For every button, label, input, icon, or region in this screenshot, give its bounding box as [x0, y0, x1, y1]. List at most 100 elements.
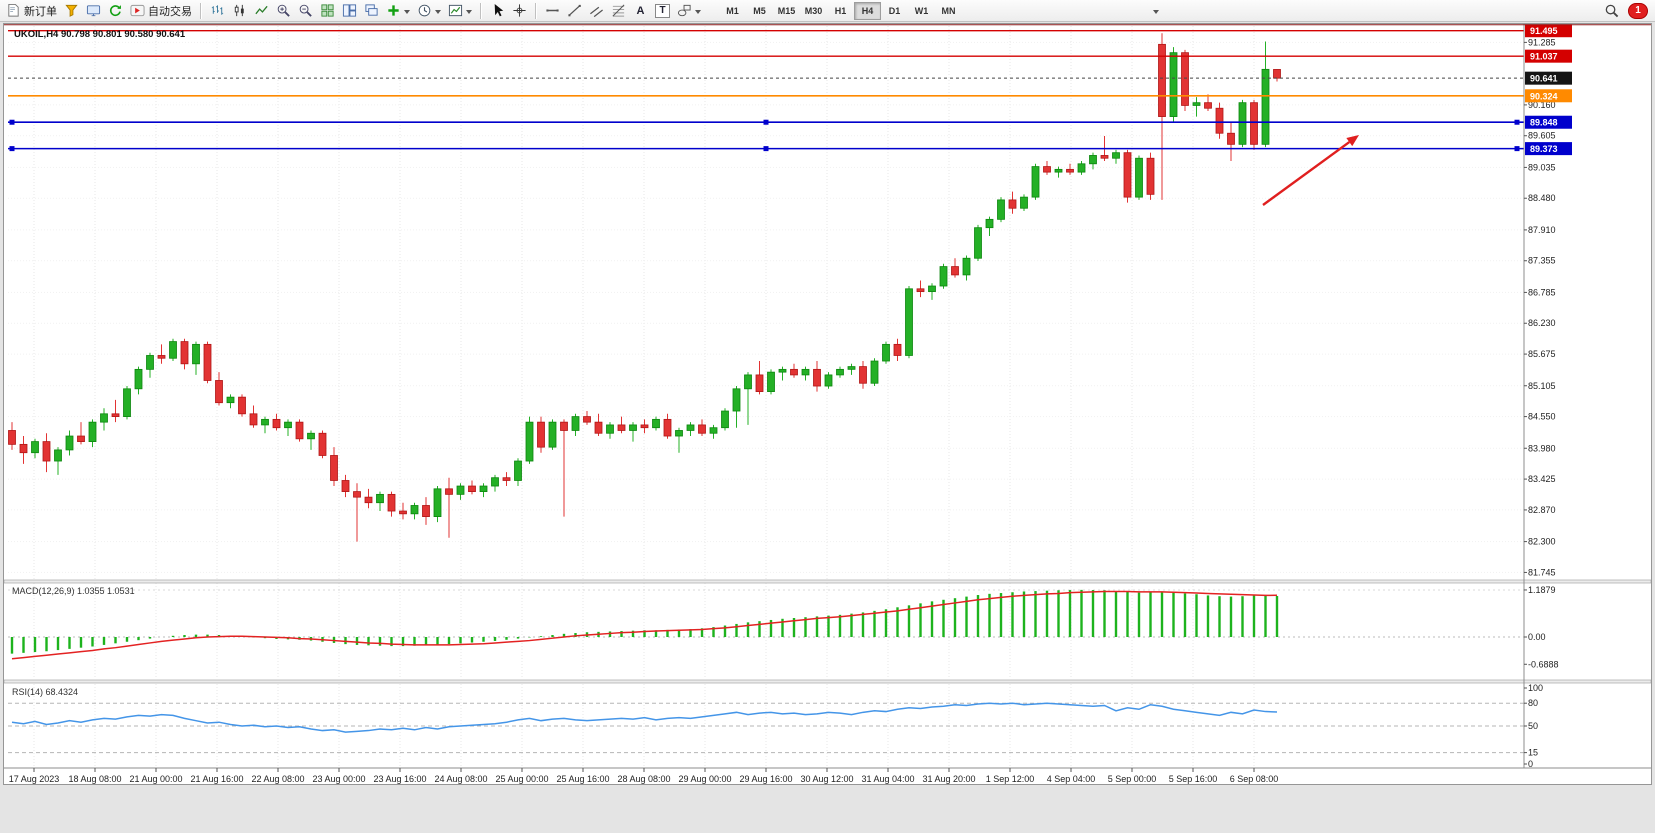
- candle: [732, 388, 741, 412]
- candle: [364, 496, 373, 504]
- price-axis-label: 86.230: [1528, 318, 1556, 328]
- candle: [1100, 155, 1109, 159]
- candle: [640, 424, 649, 429]
- arrow-annotation[interactable]: [1262, 135, 1359, 206]
- text-tool-button[interactable]: A: [630, 1, 651, 20]
- candle: [1146, 157, 1155, 195]
- timeframe-clock-icon: [418, 4, 431, 17]
- timeframe-button-M1[interactable]: M1: [719, 2, 746, 20]
- channel-icon: [590, 6, 603, 18]
- timeframe-button-W1[interactable]: W1: [908, 2, 935, 20]
- time-axis-label: 21 Aug 16:00: [190, 774, 243, 784]
- time-axis-label: 1 Sep 12:00: [986, 774, 1035, 784]
- toolbar-overflow-chevron[interactable]: [1153, 9, 1159, 17]
- pane-separator[interactable]: [4, 579, 1651, 584]
- pane-separator[interactable]: [4, 679, 1651, 684]
- candle: [1169, 52, 1178, 117]
- chart-canvas[interactable]: MACD(12,26,9) 1.0355 1.0531 RSI(14) 68.43…: [4, 24, 1651, 784]
- add-indicator-button[interactable]: [383, 1, 413, 20]
- cursor-button[interactable]: [487, 1, 508, 20]
- macd-pane: MACD(12,26,9) 1.0355 1.0531: [8, 586, 1524, 660]
- template-button[interactable]: [445, 1, 475, 20]
- candle: [974, 227, 982, 259]
- grid-button[interactable]: [317, 1, 338, 20]
- price-axis-label: 82.300: [1528, 537, 1556, 547]
- timeframe-button-MN[interactable]: MN: [935, 2, 962, 20]
- price-axis-label: 90.160: [1528, 100, 1556, 110]
- shapes-button[interactable]: [674, 1, 704, 20]
- timeframe-button-M5[interactable]: M5: [746, 2, 773, 20]
- candle: [1008, 199, 1017, 209]
- channel-button[interactable]: [586, 1, 607, 20]
- refresh-button[interactable]: [105, 1, 126, 20]
- timeframes-menu-button[interactable]: [414, 1, 444, 20]
- terminal-button[interactable]: [83, 1, 104, 20]
- price-badge: [1525, 89, 1572, 103]
- trendline-button[interactable]: [564, 1, 585, 20]
- price-badge: [1525, 49, 1572, 63]
- tile-windows-icon: [342, 4, 357, 17]
- line-handle[interactable]: [1514, 146, 1520, 152]
- zoom-out-icon: [299, 4, 312, 17]
- candle: [42, 441, 51, 462]
- timeframe-button-M15[interactable]: M15: [773, 2, 800, 20]
- price-axis-label: 91.285: [1528, 37, 1556, 47]
- timeframe-button-M30[interactable]: M30: [800, 2, 827, 20]
- price-axis-label: 83.980: [1528, 443, 1556, 453]
- candle: [238, 396, 246, 415]
- horizontal-line-button[interactable]: [542, 1, 563, 20]
- candle: [663, 418, 672, 437]
- candle: [295, 421, 304, 440]
- line-handle[interactable]: [9, 146, 15, 152]
- bar-chart-button[interactable]: [207, 1, 228, 20]
- candle: [1227, 132, 1235, 145]
- candle: [77, 435, 85, 442]
- price-axis-label: 81.745: [1528, 567, 1556, 577]
- time-axis-label: 23 Aug 16:00: [373, 774, 426, 784]
- candle: [123, 388, 131, 417]
- grid-icon: [321, 4, 334, 17]
- timeframe-toolbar: M1 M5 M15 M30 H1 H4 D1 W1 MN: [719, 1, 962, 20]
- new-order-button[interactable]: 新订单: [3, 1, 60, 20]
- fibonacci-button[interactable]: [608, 1, 629, 20]
- time-axis-label: 30 Aug 12:00: [800, 774, 853, 784]
- toolbar-separator: [480, 2, 482, 19]
- timeframe-button-H4[interactable]: H4: [854, 1, 881, 20]
- timeframe-button-D1[interactable]: D1: [881, 2, 908, 20]
- rsi-scale-label: 0: [1528, 759, 1533, 769]
- price-badge-value: 91.037: [1530, 52, 1558, 62]
- zoom-out-button[interactable]: [295, 1, 316, 20]
- notification-badge[interactable]: 1: [1628, 2, 1648, 19]
- tile-windows-button[interactable]: [339, 1, 360, 20]
- candle: [882, 343, 890, 362]
- new-order-icon: [8, 3, 19, 17]
- macd-scale-label: 0.00: [1528, 632, 1546, 642]
- shapes-icon: [677, 4, 691, 17]
- market-watch-button[interactable]: [61, 1, 82, 20]
- line-handle[interactable]: [763, 119, 769, 125]
- search-button[interactable]: [1601, 1, 1622, 20]
- candle: [1135, 157, 1143, 198]
- candlestick-chart-button[interactable]: [229, 1, 250, 20]
- price-badge-value: 91.495: [1530, 26, 1558, 36]
- chevron-down-icon: [404, 9, 410, 17]
- candle: [813, 368, 821, 387]
- line-handle[interactable]: [1514, 119, 1520, 125]
- candle: [146, 355, 154, 370]
- line-chart-button[interactable]: [251, 1, 272, 20]
- candle: [387, 493, 396, 512]
- zoom-in-button[interactable]: [273, 1, 294, 20]
- autotrading-button[interactable]: 自动交易: [127, 1, 195, 20]
- time-axis-label: 22 Aug 08:00: [251, 774, 304, 784]
- line-handle[interactable]: [9, 119, 15, 125]
- candle: [836, 368, 844, 376]
- text-label-tool-button[interactable]: T: [652, 1, 673, 20]
- rsi-scale-label: 80: [1528, 698, 1538, 708]
- refresh-icon: [109, 5, 121, 17]
- toolbar-separator: [535, 2, 537, 19]
- line-handle[interactable]: [763, 146, 769, 152]
- crosshair-button[interactable]: [509, 1, 530, 20]
- candle: [824, 374, 833, 387]
- timeframe-button-H1[interactable]: H1: [827, 2, 854, 20]
- cascade-windows-button[interactable]: [361, 1, 382, 20]
